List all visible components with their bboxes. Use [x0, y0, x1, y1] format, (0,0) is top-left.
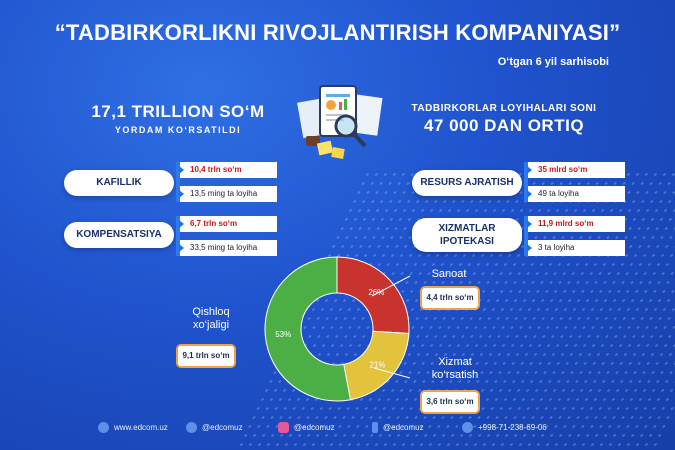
ipoteka-amount: 11,9 mlrd so‘m [527, 216, 625, 232]
donut-slice-0 [264, 256, 352, 402]
agri-label-line2: xo‘jaligi [192, 319, 230, 331]
agri-label-line1: Qishloq [192, 306, 230, 318]
ipoteka-projects: 3 ta loyiha [527, 240, 625, 256]
ipoteka-connector [524, 216, 528, 256]
pointer-icon [179, 190, 184, 198]
donut-percent-label-2: 21% [369, 361, 385, 370]
kafillik-projects: 13,5 ming ta loyiha [179, 186, 277, 202]
telegram-icon [186, 422, 197, 433]
resurs-projects: 49 ta loyiha [527, 186, 625, 202]
phone-icon [462, 422, 473, 433]
sector-donut-chart: 26% 21% 53% [264, 256, 411, 402]
kompensatsiya-amount: 6,7 trln so‘m [179, 216, 277, 232]
pointer-icon [527, 244, 532, 252]
globe-icon [98, 422, 109, 433]
kompensatsiya-badge: KOMPENSATSIYA [64, 222, 174, 248]
resurs-label: RESURS AJRATISH [420, 177, 514, 188]
footer-instagram[interactable]: @edcomuz [278, 422, 335, 433]
footer-phone[interactable]: +998-71-238-69-06 [462, 422, 547, 433]
ipoteka-badge: XIZMATLAR IPOTEKASI [412, 218, 522, 252]
projects-total-caption: TADBIRKORLAR LOYIHALARI SONI [411, 103, 597, 114]
support-total: 17,1 TRILLION SO‘M YORDAM KO‘RSATILDI [88, 102, 268, 135]
xizmat-leader-line [373, 367, 411, 379]
pointer-icon [527, 166, 532, 174]
xizmat-label-line1: Xizmat [438, 356, 472, 368]
pointer-icon [179, 220, 184, 228]
kompensatsiya-label: KOMPENSATSIYA [76, 229, 162, 240]
sanoat-leader-line [371, 275, 411, 297]
agri-value-box: 9,1 trln so‘m [176, 344, 236, 368]
projects-total: TADBIRKORLAR LOYIHALARI SONI 47 000 DAN … [404, 103, 604, 136]
resurs-amount: 35 mlrd so‘m [527, 162, 625, 178]
resurs-connector [524, 162, 528, 202]
pointer-icon [527, 190, 532, 198]
footer-website[interactable]: www.edcom.uz [98, 422, 168, 433]
ipoteka-label-line2: IPOTEKASI [440, 236, 494, 247]
pointer-icon [179, 166, 184, 174]
donut-percent-label-1: 26% [368, 288, 384, 297]
sanoat-value-box: 4,4 trln so‘m [420, 286, 480, 310]
agri-label: Qishloq xo‘jaligi [176, 306, 246, 332]
page-subtitle: O‘tgan 6 yil sarhisobi [497, 56, 609, 68]
facebook-icon [372, 422, 378, 433]
footer-telegram[interactable]: @edcomuz [186, 422, 243, 433]
page-title: “TADBIRKORLIKNI RIVOJLANTIRISH KOMPANIYA… [54, 20, 621, 45]
support-total-caption: YORDAM KO‘RSATILDI [114, 125, 242, 135]
resurs-badge: RESURS AJRATISH [412, 170, 522, 196]
kafillik-connector [176, 162, 180, 202]
sanoat-label: Sanoat [431, 268, 467, 280]
support-total-value: 17,1 TRILLION SO‘M [91, 102, 265, 121]
kompensatsiya-projects: 33,5 ming ta loyiha [179, 240, 277, 256]
pointer-icon [527, 220, 532, 228]
ipoteka-label-line1: XIZMATLAR [438, 223, 496, 234]
pointer-icon [179, 244, 184, 252]
documents-illustration [297, 85, 383, 159]
kafillik-label: KAFILLIK [96, 177, 142, 188]
xizmat-label-line2: ko‘rsatish [431, 369, 479, 381]
xizmat-value-box: 3,6 trln so‘m [420, 390, 480, 414]
projects-total-value: 47 000 DAN ORTIQ [423, 116, 585, 135]
footer-facebook[interactable]: @edcomuz [372, 422, 424, 433]
kafillik-badge: KAFILLIK [64, 170, 174, 196]
kompensatsiya-connector [176, 216, 180, 256]
xizmat-label: Xizmat ko‘rsatish [420, 356, 490, 382]
kafillik-amount: 10,4 trln so‘m [179, 162, 277, 178]
donut-percent-label-0: 53% [275, 330, 291, 339]
instagram-icon [278, 422, 289, 433]
